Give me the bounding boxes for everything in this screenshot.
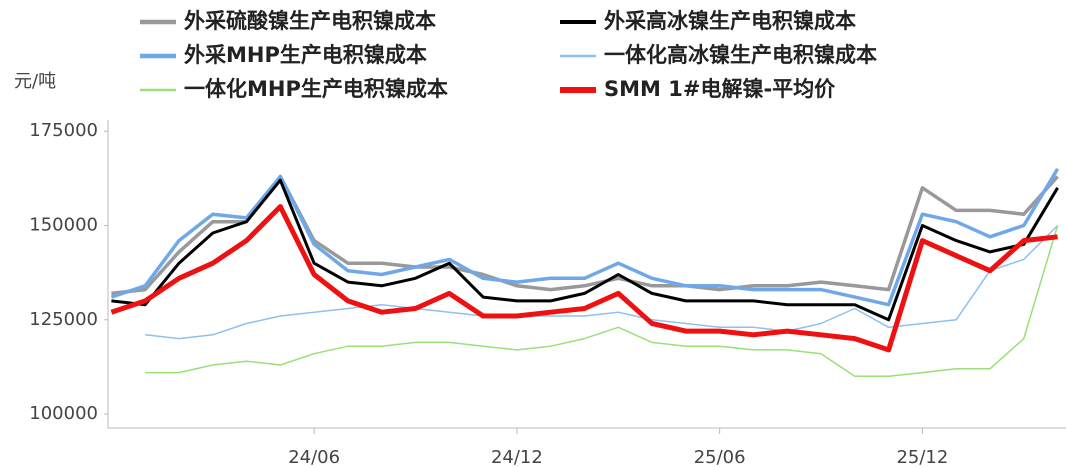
series-line	[110, 204, 1058, 353]
y-axis-label: 元/吨	[14, 71, 56, 92]
series-line	[145, 225, 1059, 378]
x-tick-label: 24/06	[288, 447, 340, 467]
x-tick-label: 24/12	[491, 447, 543, 467]
legend-label: 外采MHP生产电积镍成本	[184, 43, 427, 67]
series-line	[145, 224, 1059, 340]
series-line	[111, 178, 1059, 322]
legend-label: SMM 1#电解镍-平均价	[604, 77, 836, 101]
legend-label: 一体化高冰镍生产电积镍成本	[604, 43, 877, 67]
legend-label: 一体化MHP生产电积镍成本	[184, 77, 448, 101]
y-tick-label: 175000	[29, 120, 98, 141]
legend-label: 外采高冰镍生产电积镍成本	[604, 9, 856, 33]
y-tick-label: 100000	[29, 403, 98, 424]
y-tick-label: 150000	[29, 214, 98, 235]
x-tick-label: 25/12	[896, 447, 948, 467]
series-line	[110, 168, 1060, 307]
x-tick-label: 25/06	[694, 447, 746, 467]
y-tick-label: 125000	[29, 309, 98, 330]
legend-label: 外采硫酸镍生产电积镍成本	[184, 9, 436, 33]
